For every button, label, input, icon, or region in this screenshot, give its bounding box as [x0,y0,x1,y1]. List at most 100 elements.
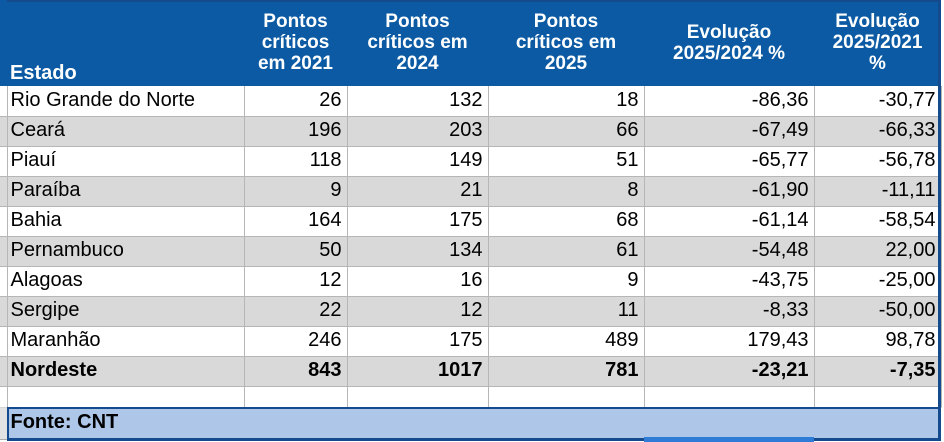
table-row: Ceará 196 203 66 -67,49 -66,33 [0,116,942,147]
cell-2024[interactable]: 203 [347,116,489,147]
cell-2024-total[interactable]: 1017 [347,356,489,387]
cell-2025[interactable]: 61 [488,236,645,267]
cell-estado[interactable]: Piauí [7,146,245,177]
cell-evo-2025-2024[interactable]: -65,77 [644,146,815,177]
source-cell[interactable]: Fonte: CNT [7,407,941,439]
cell-2025[interactable]: 489 [488,326,645,357]
table-row: Alagoas 12 16 9 -43,75 -25,00 [0,266,942,297]
cell-estado[interactable]: Sergipe [7,296,245,327]
cell-evo-2025-2024[interactable]: -54,48 [644,236,815,267]
cell-2025[interactable]: 66 [488,116,645,147]
cell-2021[interactable]: 12 [244,266,348,297]
cell-2025[interactable]: 11 [488,296,645,327]
header-cell-pontos-2024[interactable]: Pontos críticos em 2024 [347,0,488,86]
cell-2024[interactable]: 16 [347,266,489,297]
cell-evo-2025-2024[interactable]: -61,14 [644,206,815,237]
cell-estado[interactable]: Alagoas [7,266,245,297]
cell-estado[interactable]: Maranhão [7,326,245,357]
cell-2025[interactable]: 9 [488,266,645,297]
empty-cell[interactable] [7,386,245,408]
header-cell-evolucao-2025-2024[interactable]: Evolução 2025/2024 % [644,0,814,86]
cell-evo-2025-2021[interactable]: -56,78 [814,146,942,177]
cell-estado[interactable]: Ceará [7,116,245,147]
cell-evo-2025-2024[interactable]: 179,43 [644,326,815,357]
selection-border-source-top [7,407,938,409]
cell-2025[interactable]: 68 [488,206,645,237]
empty-cell[interactable] [488,386,645,408]
cell-2021[interactable]: 9 [244,176,348,207]
table-row: Paraíba 9 21 8 -61,90 -11,11 [0,176,942,207]
row-header-strip-cell [0,356,8,387]
row-header-strip-cell [0,326,8,357]
cell-2024[interactable]: 149 [347,146,489,177]
cell-estado[interactable]: Pernambuco [7,236,245,267]
cell-evo-2025-2024[interactable]: -8,33 [644,296,815,327]
cell-2024[interactable]: 12 [347,296,489,327]
row-header-strip-cell [0,176,8,207]
cell-2025[interactable]: 18 [488,86,645,117]
cell-evo-2025-2024[interactable]: -67,49 [644,116,815,147]
cell-evo-2025-2021[interactable]: -25,00 [814,266,942,297]
cell-evo-2025-2021[interactable]: -30,77 [814,86,942,117]
selection-border-right [938,0,941,441]
cell-2021[interactable]: 246 [244,326,348,357]
row-header-strip-cell [0,206,8,237]
cell-evo-2025-2021[interactable]: -50,00 [814,296,942,327]
cell-2021[interactable]: 164 [244,206,348,237]
empty-cell[interactable] [644,386,815,408]
cell-evo-2025-2021-total[interactable]: -7,35 [814,356,942,387]
cell-2024[interactable]: 175 [347,326,489,357]
cell-evo-2025-2024[interactable]: -61,90 [644,176,815,207]
cell-2021[interactable]: 50 [244,236,348,267]
cell-estado-total[interactable]: Nordeste [7,356,245,387]
cell-2021-total[interactable]: 843 [244,356,348,387]
cell-2024[interactable]: 21 [347,176,489,207]
cell-2025-total[interactable]: 781 [488,356,645,387]
cell-2025[interactable]: 51 [488,146,645,177]
table-row: Piauí 118 149 51 -65,77 -56,78 [0,146,942,177]
cell-evo-2025-2021[interactable]: -11,11 [814,176,942,207]
cell-evo-2025-2021[interactable]: -58,54 [814,206,942,237]
cell-evo-2025-2024[interactable]: -43,75 [644,266,815,297]
cell-2021[interactable]: 118 [244,146,348,177]
cell-evo-2025-2024[interactable]: -86,36 [644,86,815,117]
table-row: Maranhão 246 175 489 179,43 98,78 [0,326,942,357]
row-header-strip-cell [0,86,8,117]
row-header-strip-cell [0,236,8,267]
cell-2024[interactable]: 132 [347,86,489,117]
cell-evo-2025-2021[interactable]: 98,78 [814,326,942,357]
selection-border-top [7,0,941,2]
cell-evo-2025-2024-total[interactable]: -23,21 [644,356,815,387]
cell-2021[interactable]: 22 [244,296,348,327]
empty-cell[interactable] [814,386,942,408]
cell-evo-2025-2021[interactable]: 22,00 [814,236,942,267]
header-cell-estado[interactable]: Estado [7,0,244,86]
row-header-strip-cell [0,0,7,86]
cell-2021[interactable]: 26 [244,86,348,117]
empty-cell[interactable] [347,386,489,408]
cell-2024[interactable]: 175 [347,206,489,237]
empty-cell[interactable] [244,386,348,408]
row-header-strip-cell [0,266,8,297]
table-row: Rio Grande do Norte 26 132 18 -86,36 -30… [0,86,942,117]
row-header-strip-cell [0,386,8,408]
cell-2025[interactable]: 8 [488,176,645,207]
row-header-strip-cell [0,407,8,440]
selection-border-bottom [7,438,938,441]
cell-estado[interactable]: Paraíba [7,176,245,207]
table-row: Sergipe 22 12 11 -8,33 -50,00 [0,296,942,327]
cell-evo-2025-2021[interactable]: -66,33 [814,116,942,147]
cell-2021[interactable]: 196 [244,116,348,147]
cell-2024[interactable]: 134 [347,236,489,267]
source-row: Fonte: CNT [0,407,941,440]
header-cell-evolucao-2025-2021[interactable]: Evolução 2025/2021 % [814,0,941,86]
cell-estado[interactable]: Bahia [7,206,245,237]
header-cell-pontos-2025[interactable]: Pontos críticos em 2025 [488,0,644,86]
cell-estado[interactable]: Rio Grande do Norte [7,86,245,117]
selection-border-source-left [7,407,9,441]
header-cell-pontos-2021[interactable]: Pontos críticos em 2021 [244,0,347,86]
active-cell-border-segment [644,437,814,442]
row-header-strip-cell [0,146,8,177]
table-row: Pernambuco 50 134 61 -54,48 22,00 [0,236,942,267]
